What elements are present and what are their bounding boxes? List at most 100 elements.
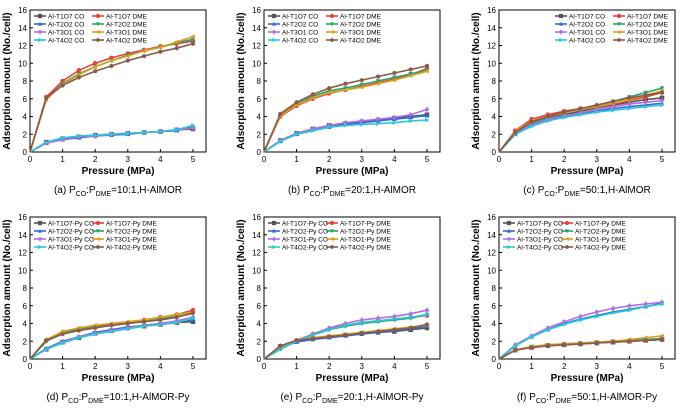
panel-e-caption-part-2: :P bbox=[313, 392, 323, 403]
panel-b-legend-label-0: Al-T1O7 CO bbox=[282, 13, 318, 20]
panel-e-legend-label-2: Al-T2O2-Py CO bbox=[282, 228, 328, 235]
panel-c-ytick-label-5: 10 bbox=[487, 59, 496, 68]
panel-a-ytick-label-7: 14 bbox=[18, 24, 27, 33]
panel-d-legend-marker-5 bbox=[95, 236, 100, 242]
panel-e-series-6-point-4 bbox=[327, 327, 332, 333]
panel-f-ytick-label-2: 4 bbox=[492, 320, 497, 329]
panel-a-legend-marker-3 bbox=[95, 22, 101, 27]
panel-f-xtick-label-2: 2 bbox=[562, 362, 567, 371]
panel-f-series-7-point-2 bbox=[529, 345, 534, 350]
panel-a-legend-marker-4 bbox=[37, 29, 43, 35]
panel-f-legend-label-7: Al-T4O2-Py DME bbox=[575, 244, 627, 251]
panel-f-ytick-label-0: 0 bbox=[492, 355, 497, 364]
panel-b-ylabel: Adsorption amount (No./cell) bbox=[236, 12, 247, 149]
panel-a-series-6-point-4 bbox=[93, 132, 98, 138]
panel-a-legend-label-4: Al-T3O1 CO bbox=[48, 29, 84, 36]
panel-e-series-6-point-7 bbox=[376, 318, 381, 324]
panel-c-series-3-point-10 bbox=[659, 86, 665, 91]
panel-c-legend-label-5: Al-T3O1 DME bbox=[627, 29, 669, 36]
panel-f-ytick-label-8: 16 bbox=[487, 213, 496, 222]
panel-e-xtick-label-1: 1 bbox=[294, 362, 299, 371]
panel-b-series-7-point-2 bbox=[294, 100, 299, 105]
panel-c-xtick-label-5: 5 bbox=[660, 155, 665, 164]
panel-a-caption-part-2: :P bbox=[86, 185, 96, 196]
panel-b-series-6 bbox=[263, 117, 430, 153]
panel-e-ytick-label-6: 12 bbox=[252, 249, 261, 258]
panel-f-series-5-line bbox=[498, 335, 663, 360]
panel-f-caption: (f) PCO:PDME=50:1,H-AlMOR-Py bbox=[517, 392, 657, 405]
panel-f-series-7-point-1 bbox=[513, 347, 518, 353]
panel-f-series-6-line bbox=[498, 303, 663, 360]
panel-b-series-3-point-9 bbox=[408, 72, 413, 77]
panel-b-legend-label-4: Al-T3O1 CO bbox=[282, 29, 318, 36]
panel-f-caption-part-2: :P bbox=[546, 392, 556, 403]
panel-a-series-4-point-10 bbox=[190, 125, 196, 131]
panel-d-caption-part-3: DME bbox=[88, 398, 104, 405]
panel-d-series-7-point-2 bbox=[60, 331, 65, 337]
panel-a-series-2 bbox=[29, 123, 196, 153]
panel-f-legend-label-6: Al-T4O2-Py CO bbox=[517, 244, 563, 251]
panel-c-series-7-point-7 bbox=[611, 99, 616, 104]
panel-c-series-6-point-8 bbox=[627, 106, 632, 111]
panel-e-legend-label-4: Al-T3O1-Py CO bbox=[282, 236, 328, 243]
panel-f-series-4-line bbox=[498, 301, 663, 360]
panel-f-series-4-point-8 bbox=[627, 302, 632, 309]
panel-d-series-6-point-5 bbox=[109, 329, 115, 334]
panel-f-legend: Al-T1O7-Py CO Al-T1O7-Py DME Al-T2O2-Py CO… bbox=[503, 220, 627, 251]
panel-d-ytick-label-7: 14 bbox=[18, 231, 27, 240]
panel-d-ytick-label-3: 6 bbox=[23, 302, 28, 311]
panel-b-series-4-point-8 bbox=[392, 114, 397, 121]
panel-d-series-6-point-3 bbox=[77, 335, 82, 340]
panel-b-series-5-point-9 bbox=[408, 73, 413, 78]
panel-e-caption-part-1: CO bbox=[302, 398, 313, 405]
panel-a-series-1-point-3 bbox=[76, 68, 82, 73]
panel-c-caption-part-4: =50:1,H-AlMOR bbox=[580, 185, 651, 196]
panel-c-series-4-point-8 bbox=[627, 101, 632, 107]
panel-d-caption-part-4: =10:1,H-AlMOR-Py bbox=[104, 392, 190, 403]
panel-c-legend-marker-4 bbox=[558, 29, 564, 35]
panel-d-series-7-point-9 bbox=[174, 314, 179, 320]
panel-c-xtick-label-0: 0 bbox=[497, 155, 502, 164]
panel-a-caption: (a) PCO:PDME=10:1,H-AlMOR bbox=[54, 185, 182, 198]
panel-c-legend-label-4: Al-T3O1 CO bbox=[569, 29, 605, 36]
panel-a-series-5-point-4 bbox=[92, 64, 98, 70]
panel-a-ytick-label-5: 10 bbox=[18, 59, 27, 68]
panel-d-legend-label-1: Al-T1O7-Py DME bbox=[106, 220, 158, 227]
panel-e-ytick-label-7: 14 bbox=[252, 231, 261, 240]
panel-f-ytick-label-1: 2 bbox=[492, 337, 497, 346]
panel-c-series-7-point-4 bbox=[562, 109, 567, 115]
panel-e-series-7-point-3 bbox=[310, 336, 315, 341]
panel-d-series-7-point-6 bbox=[125, 321, 130, 326]
panel-d-series-7-point-8 bbox=[158, 317, 163, 323]
panel-a-xtick-label-4: 4 bbox=[158, 155, 163, 164]
panel-b-series-7-point-7 bbox=[376, 74, 381, 79]
panel-d-legend-label-3: Al-T2O2-Py DME bbox=[106, 228, 158, 235]
panel-d-xtick-label-1: 1 bbox=[60, 362, 65, 371]
panel-c-series-7-point-3 bbox=[545, 114, 550, 119]
panel-a-ytick-label-6: 12 bbox=[18, 42, 27, 51]
panel-f-series-4-point-4 bbox=[561, 318, 567, 325]
panel-e-legend-marker-2 bbox=[271, 228, 277, 233]
panel-d-ytick-label-8: 16 bbox=[18, 213, 27, 222]
panel-b-caption-part-4: =20:1,H-AlMOR bbox=[345, 185, 416, 196]
panel-f-series-2-line bbox=[498, 302, 663, 360]
panel-d-legend-marker-3 bbox=[95, 229, 101, 234]
panel-c-legend-label-1: Al-T1O7 DME bbox=[627, 13, 669, 20]
panel-c-series-7 bbox=[498, 90, 664, 153]
panel-e-xlabel: Pressure (MPa) bbox=[316, 373, 389, 384]
panel-a-legend-label-0: Al-T1O7 CO bbox=[48, 13, 84, 20]
panel-e-xtick-label-0: 0 bbox=[262, 362, 267, 371]
panel-e-legend-label-7: Al-T4O2-Py DME bbox=[340, 244, 392, 251]
panel-b-ytick-label-6: 12 bbox=[252, 42, 261, 51]
panel-f-ytick-label-4: 8 bbox=[492, 284, 497, 293]
panel-f-legend-label-3: Al-T2O2-Py DME bbox=[575, 228, 627, 235]
panel-f-series-7-point-8 bbox=[627, 338, 632, 344]
panel-a-series-7-point-2 bbox=[60, 83, 65, 88]
panel-f-series-7-point-3 bbox=[545, 343, 550, 348]
panel-b-series-7-line bbox=[263, 65, 428, 153]
panel-f-legend-marker-3 bbox=[564, 229, 570, 234]
panel-d-xtick-label-0: 0 bbox=[28, 362, 33, 371]
